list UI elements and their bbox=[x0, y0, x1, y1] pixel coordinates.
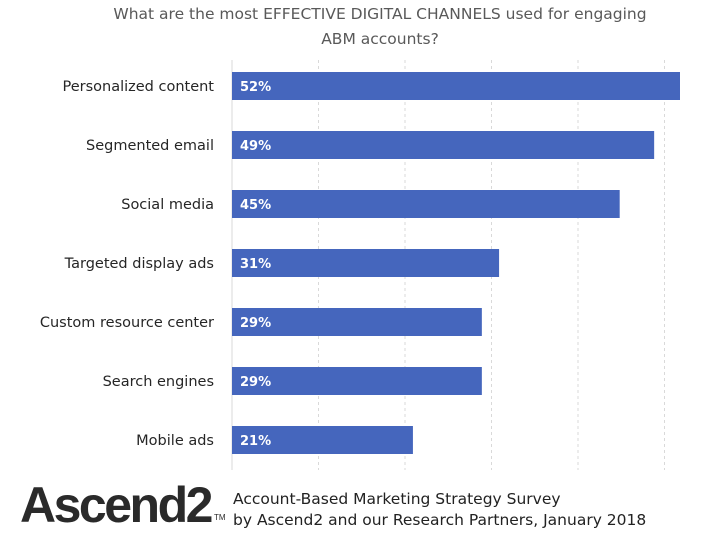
chart-title-line-1: What are the most EFFECTIVE DIGITAL CHAN… bbox=[113, 5, 647, 23]
data-label: 29% bbox=[240, 375, 271, 390]
source-line-1: Account-Based Marketing Strategy Survey bbox=[233, 490, 561, 508]
bar bbox=[232, 249, 500, 277]
data-label: 29% bbox=[240, 316, 271, 331]
category-label: Social media bbox=[121, 197, 214, 213]
category-label: Custom resource center bbox=[40, 315, 214, 331]
category-label: Segmented email bbox=[86, 138, 214, 154]
bar bbox=[232, 190, 620, 218]
bar bbox=[232, 131, 655, 159]
data-label: 21% bbox=[240, 434, 271, 449]
logo-trademark: TM bbox=[213, 513, 226, 522]
chart-title: What are the most EFFECTIVE DIGITAL CHAN… bbox=[60, 2, 700, 52]
bar-chart: Personalized content 52% Segmented email 49… bbox=[40, 60, 680, 470]
category-label: Search engines bbox=[103, 374, 214, 390]
category-label: Mobile ads bbox=[136, 433, 214, 449]
ascend2-logo: Ascend2 TM bbox=[20, 478, 226, 545]
data-label: 45% bbox=[240, 198, 271, 213]
source-note: Account-Based Marketing Strategy Survey … bbox=[233, 489, 646, 531]
category-label: Personalized content bbox=[62, 79, 214, 95]
bar bbox=[232, 367, 482, 395]
chart-title-line-2: ABM accounts? bbox=[321, 30, 439, 48]
data-label: 49% bbox=[240, 139, 271, 154]
bar bbox=[232, 426, 413, 454]
source-line-2: by Ascend2 and our Research Partners, Ja… bbox=[233, 511, 647, 529]
logo-text: Ascend2 bbox=[20, 477, 213, 533]
bar bbox=[232, 72, 680, 100]
category-label: Targeted display ads bbox=[64, 256, 214, 272]
data-label: 31% bbox=[240, 257, 271, 272]
data-label: 52% bbox=[240, 80, 271, 95]
bar bbox=[232, 308, 482, 336]
